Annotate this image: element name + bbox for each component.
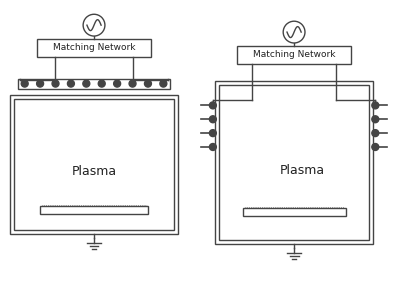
Bar xyxy=(219,85,369,240)
Circle shape xyxy=(37,80,44,87)
Circle shape xyxy=(144,80,152,87)
Circle shape xyxy=(114,80,121,87)
Circle shape xyxy=(68,80,74,87)
Circle shape xyxy=(283,21,305,43)
Text: Matching Network: Matching Network xyxy=(53,44,135,52)
Bar xyxy=(237,46,351,64)
Text: Matching Network: Matching Network xyxy=(253,50,335,59)
Circle shape xyxy=(372,144,379,151)
Text: Plasma: Plasma xyxy=(280,164,324,177)
Bar xyxy=(18,79,170,88)
Circle shape xyxy=(83,80,90,87)
Circle shape xyxy=(83,14,105,36)
Bar xyxy=(242,209,346,216)
Circle shape xyxy=(372,130,379,137)
Circle shape xyxy=(98,80,105,87)
Circle shape xyxy=(210,116,216,123)
Bar xyxy=(215,81,373,244)
Circle shape xyxy=(372,116,379,123)
Bar xyxy=(40,206,148,214)
Circle shape xyxy=(210,130,216,137)
Circle shape xyxy=(210,102,216,109)
Circle shape xyxy=(210,144,216,151)
Bar xyxy=(14,99,174,230)
Circle shape xyxy=(52,80,59,87)
Text: Plasma: Plasma xyxy=(72,165,116,178)
Circle shape xyxy=(372,102,379,109)
Bar xyxy=(37,39,151,57)
Circle shape xyxy=(160,80,167,87)
Circle shape xyxy=(129,80,136,87)
Circle shape xyxy=(21,80,28,87)
Bar xyxy=(10,95,178,234)
